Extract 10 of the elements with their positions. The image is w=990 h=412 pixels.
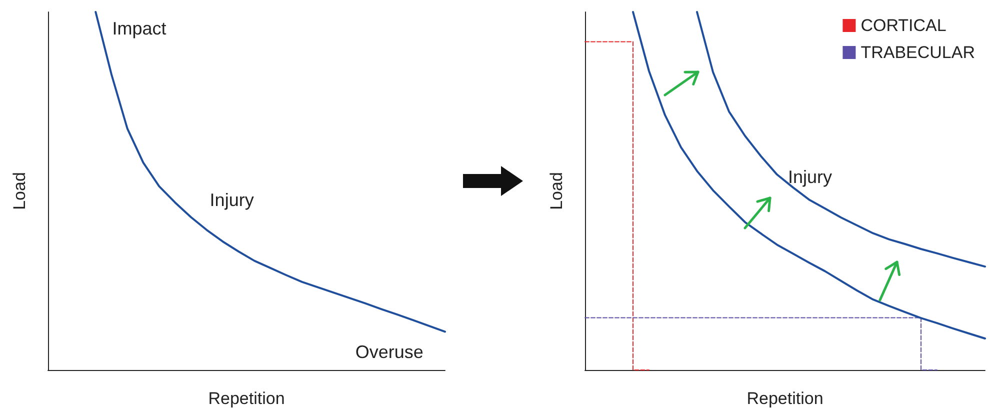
y-axis-title: Load <box>10 172 29 210</box>
y-axis-title: Load <box>547 172 566 210</box>
legend-label: CORTICAL <box>860 16 946 35</box>
annotation: Injury <box>210 190 254 210</box>
legend-label: TRABECULAR <box>860 43 976 62</box>
annotation: Impact <box>112 18 166 38</box>
x-axis-title: Repetition <box>746 389 824 408</box>
annotation: Overuse <box>355 342 424 362</box>
x-axis-title: Repetition <box>208 389 285 408</box>
annotation: Injury <box>788 167 832 188</box>
